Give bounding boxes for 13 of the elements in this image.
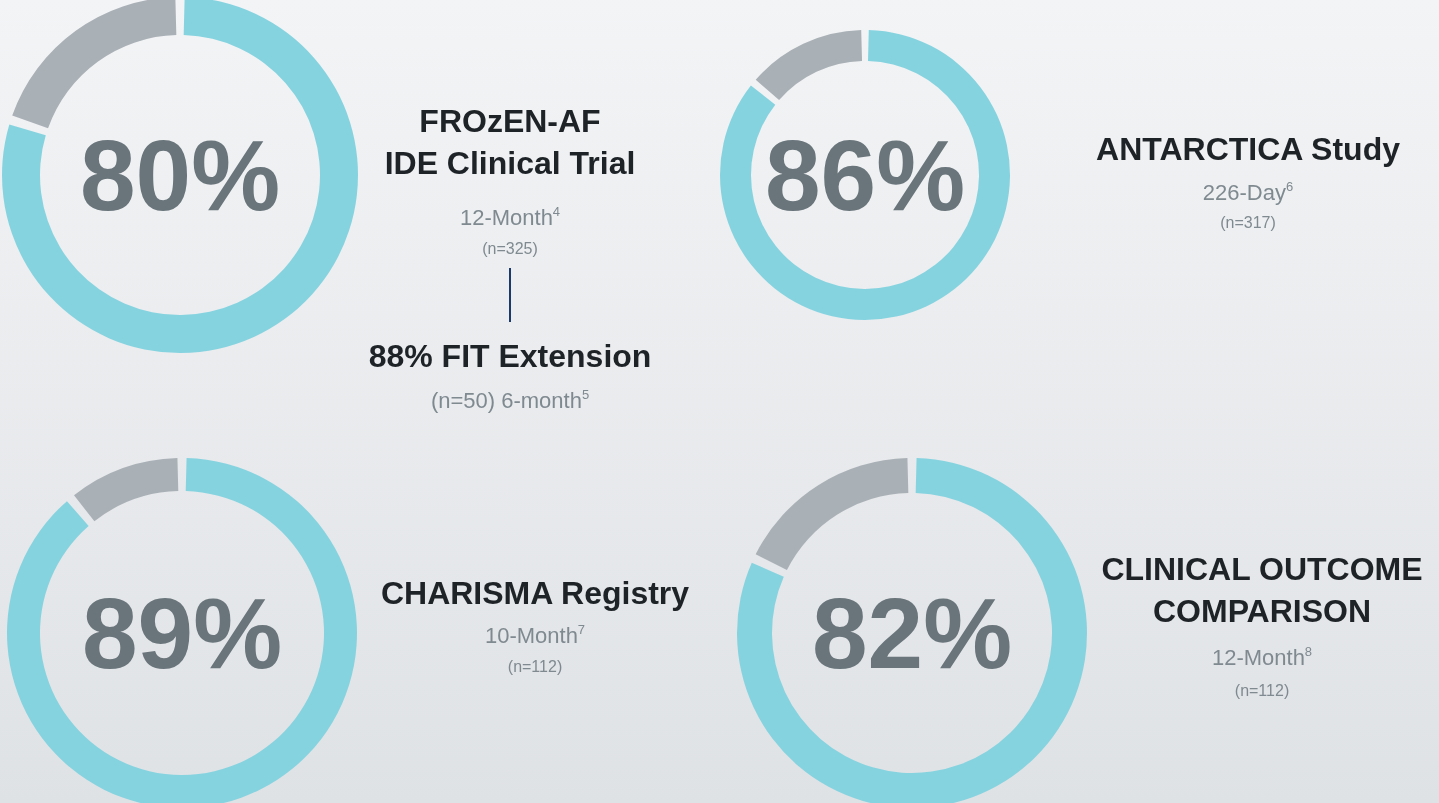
data-label: 80%: [79, 119, 281, 231]
text: CLINICAL OUTCOME COMPARISON: [1101, 551, 1423, 629]
text: 88% FIT Extension: [368, 338, 652, 374]
text: FROzEN-AF IDE Clinical Trial: [384, 103, 636, 181]
text: (n=325): [482, 239, 538, 257]
text: (n=112): [507, 657, 563, 675]
text: ANTARCTICA Study: [1096, 131, 1401, 167]
text: CHARISMA Registry: [380, 575, 690, 611]
text: (n=112): [1234, 681, 1290, 699]
text: (n=317): [1220, 213, 1276, 231]
data-label: 82%: [811, 577, 1013, 689]
data-label: 89%: [81, 577, 283, 689]
data-label: 86%: [764, 119, 966, 231]
